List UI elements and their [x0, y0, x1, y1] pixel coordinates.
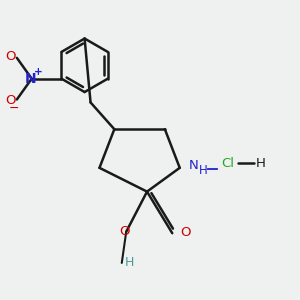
- Text: +: +: [34, 67, 43, 77]
- Text: O: O: [181, 226, 191, 239]
- Text: O: O: [5, 50, 16, 63]
- Text: N: N: [24, 72, 36, 86]
- Text: Cl: Cl: [221, 157, 234, 170]
- Text: N: N: [189, 159, 198, 172]
- Text: H: H: [198, 164, 207, 177]
- Text: O: O: [119, 225, 130, 238]
- Text: H: H: [256, 157, 266, 170]
- Text: H: H: [124, 256, 134, 269]
- Text: O: O: [5, 94, 16, 107]
- Text: −: −: [9, 102, 19, 115]
